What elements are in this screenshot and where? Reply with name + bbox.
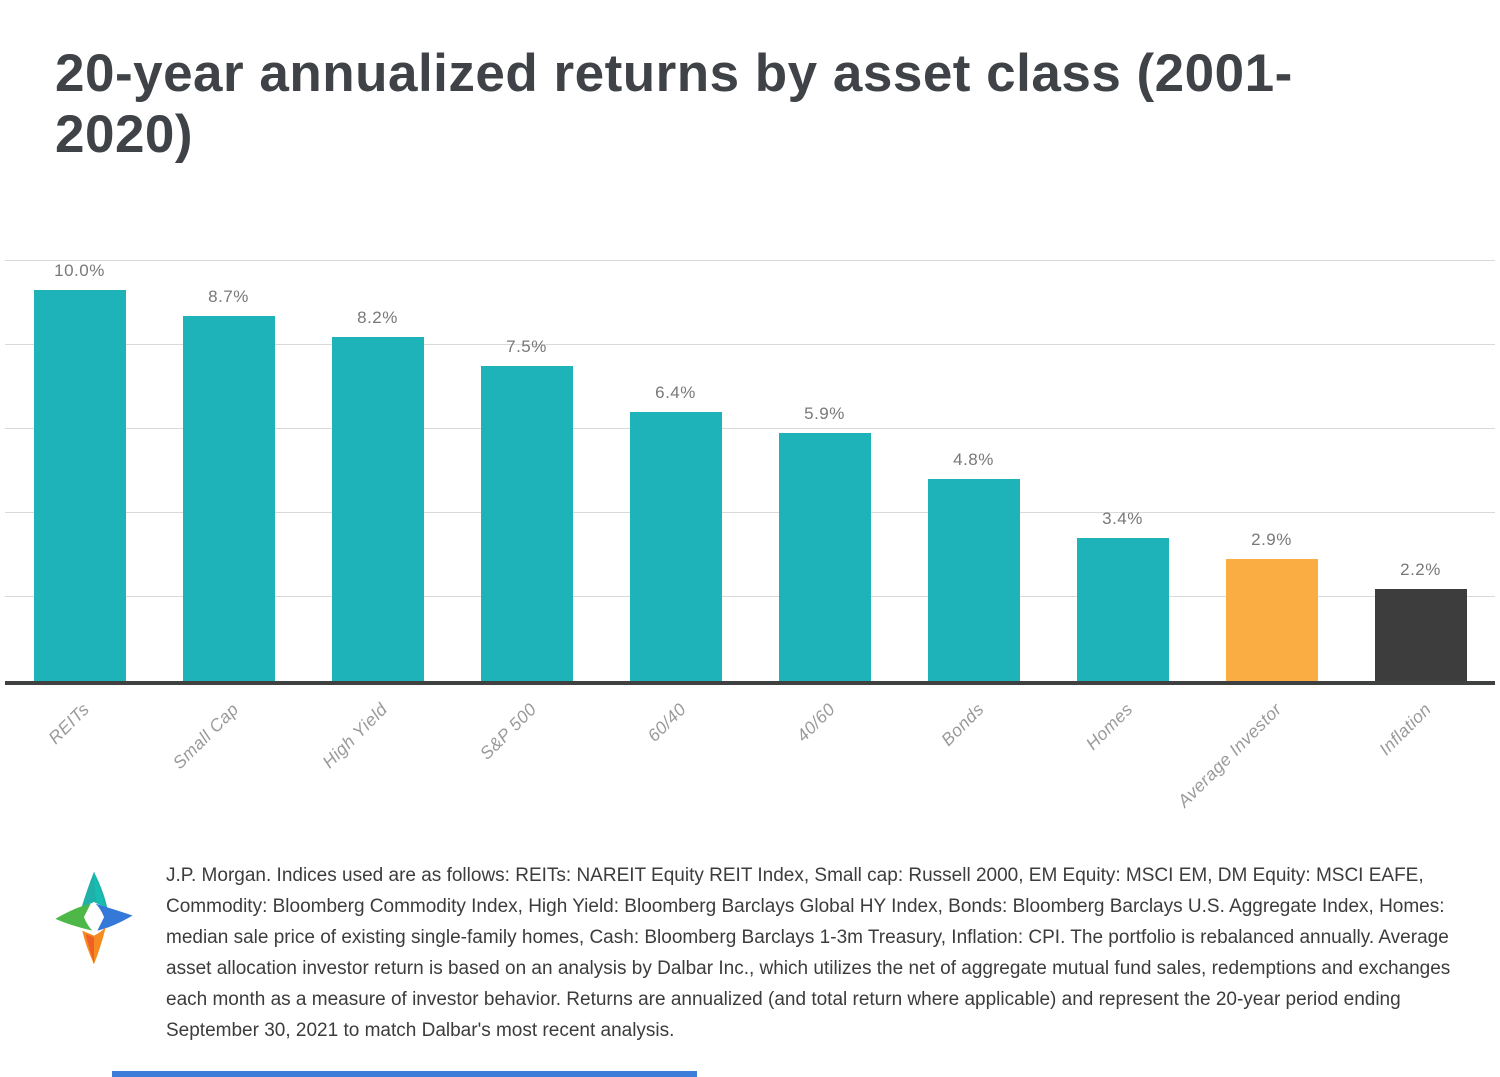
bar-small-cap [182, 315, 275, 681]
bar-group-bonds: 4.8% Bonds [927, 261, 1020, 750]
bar-value-label: 2.2% [1400, 559, 1441, 579]
bar-high-yield [331, 336, 424, 681]
category-label-reits: REITs [44, 699, 94, 748]
source-footnote: J.P. Morgan. Indices used are as follows… [166, 865, 1451, 1041]
category-label-small-cap: Small Cap [168, 699, 243, 773]
bar-40-60 [778, 433, 871, 681]
footer: J.P. Morgan. Indices used are as follows… [52, 860, 1458, 1046]
bar-value-label: 6.4% [655, 383, 696, 403]
category-label-high-yield: High Yield [318, 699, 392, 772]
four-point-star-logo [55, 871, 133, 965]
category-label-s-p-500: S&P 500 [476, 699, 541, 764]
bar-value-label: 8.2% [357, 307, 398, 327]
category-label-40-60: 40/60 [792, 699, 839, 746]
bar-group-average-investor: 2.9% Average Investor [1174, 261, 1318, 811]
category-label-60-40: 60/40 [643, 699, 690, 746]
chart-title: 20-year annualized returns by asset clas… [55, 44, 1293, 164]
bar-group-60-40: 6.4% 60/40 [629, 261, 722, 746]
category-label-bonds: Bonds [936, 699, 988, 750]
bar-group-inflation: 2.2% Inflation [1374, 261, 1467, 759]
gridline-4pct [5, 512, 1495, 513]
gridline-10pct [5, 260, 1495, 261]
gridline-8pct [5, 344, 1495, 345]
bar-reits [33, 290, 126, 681]
bar-chart: 10.0% REITs 8.7% Small Cap 8.2% High Yield 7.5… [5, 260, 1495, 811]
bar-group-high-yield: 8.2% High Yield [319, 261, 424, 772]
category-label-homes: Homes [1081, 699, 1137, 754]
bars-container: 10.0% REITs 8.7% Small Cap 8.2% High Yield 7.5… [5, 261, 1495, 811]
bar-group-small-cap: 8.7% Small Cap [169, 261, 275, 773]
bar-value-label: 4.8% [953, 450, 994, 470]
bar-value-label: 2.9% [1251, 530, 1292, 550]
bar-value-label: 8.7% [208, 286, 249, 306]
bar-inflation [1374, 588, 1467, 681]
bar-value-label: 10.0% [54, 261, 105, 280]
category-label-average-investor: Average Investor [1173, 699, 1286, 811]
bar-bonds [927, 479, 1020, 681]
bar-group-40-60: 5.9% 40/60 [778, 261, 871, 746]
bar-value-label: 5.9% [804, 404, 845, 424]
bar-value-label: 3.4% [1102, 509, 1143, 529]
bar-group-s-p-500: 7.5% S&P 500 [476, 261, 573, 764]
bar-s-p-500 [480, 366, 573, 681]
bar-group-reits: 10.0% REITs [33, 261, 126, 748]
category-label-inflation: Inflation [1374, 699, 1435, 760]
gridline-6pct [5, 428, 1495, 429]
bar-60-40 [629, 412, 722, 681]
bar-average-investor [1225, 559, 1318, 681]
bar-group-homes: 3.4% Homes [1076, 261, 1169, 754]
gridline-2pct [5, 596, 1495, 597]
bar-value-label: 7.5% [506, 337, 547, 356]
bar-homes [1076, 538, 1169, 681]
bottom-accent-bar [112, 1071, 697, 1077]
